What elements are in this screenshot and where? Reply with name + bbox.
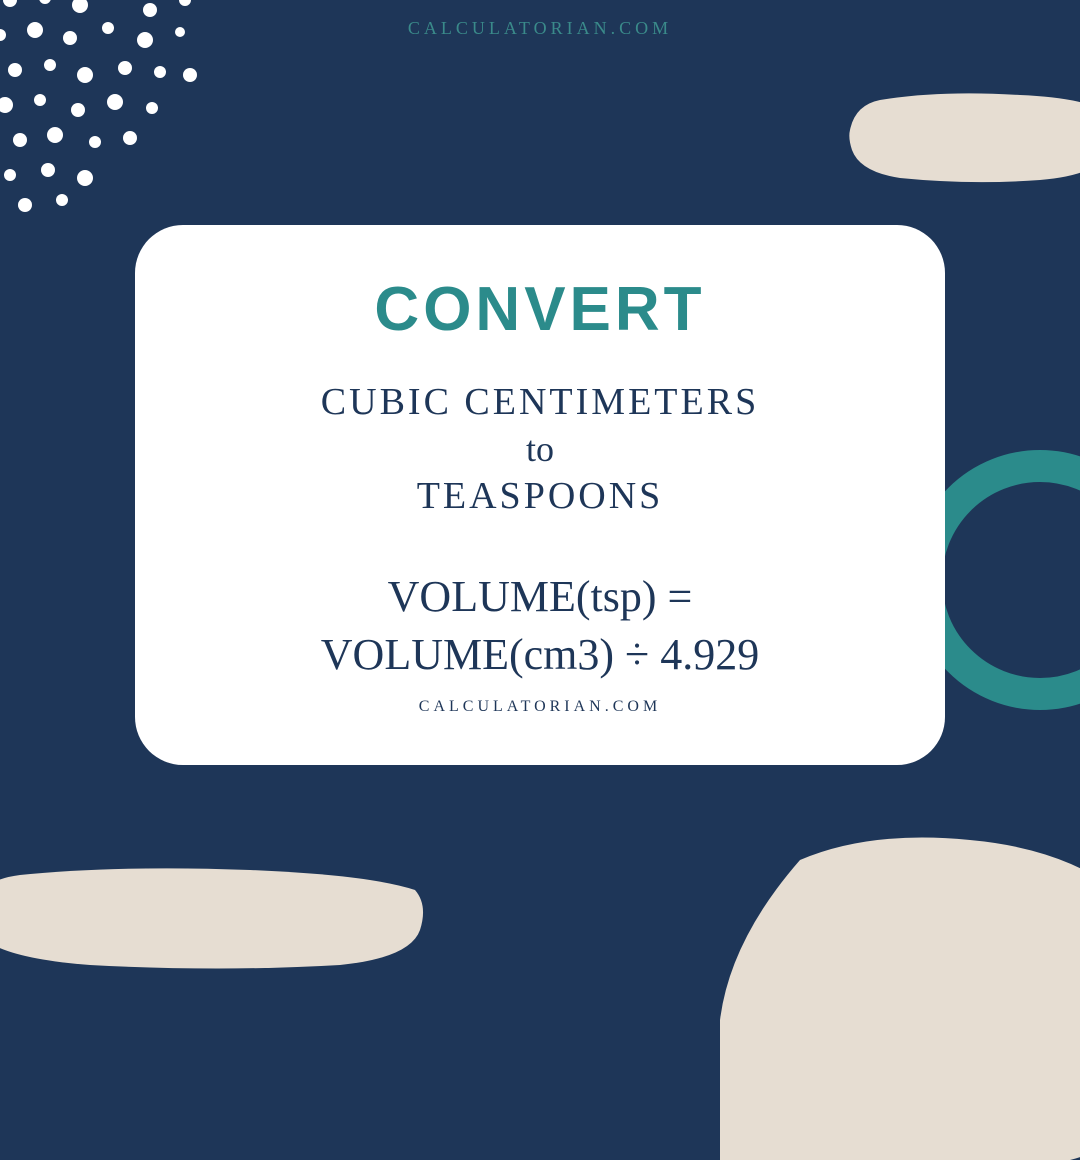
to-word: to [526,428,554,470]
from-unit: CUBIC CENTIMETERS [321,380,759,424]
blob-bottom-right [720,820,1080,1160]
conversion-formula: VOLUME(tsp) = VOLUME(cm3) ÷ 4.929 [321,568,759,682]
to-unit: TEASPOONS [417,474,664,518]
conversion-card: CONVERT CUBIC CENTIMETERS to TEASPOONS V… [135,225,945,765]
convert-title: CONVERT [374,274,705,345]
dots-decoration [0,0,230,230]
brush-top-right [840,80,1080,200]
brush-bottom-left [0,860,430,980]
formula-line-2: VOLUME(cm3) ÷ 4.929 [321,630,759,679]
brand-top: CALCULATORIAN.COM [408,18,672,39]
brand-footer: CALCULATORIAN.COM [419,698,661,716]
formula-line-1: VOLUME(tsp) = [388,572,693,621]
